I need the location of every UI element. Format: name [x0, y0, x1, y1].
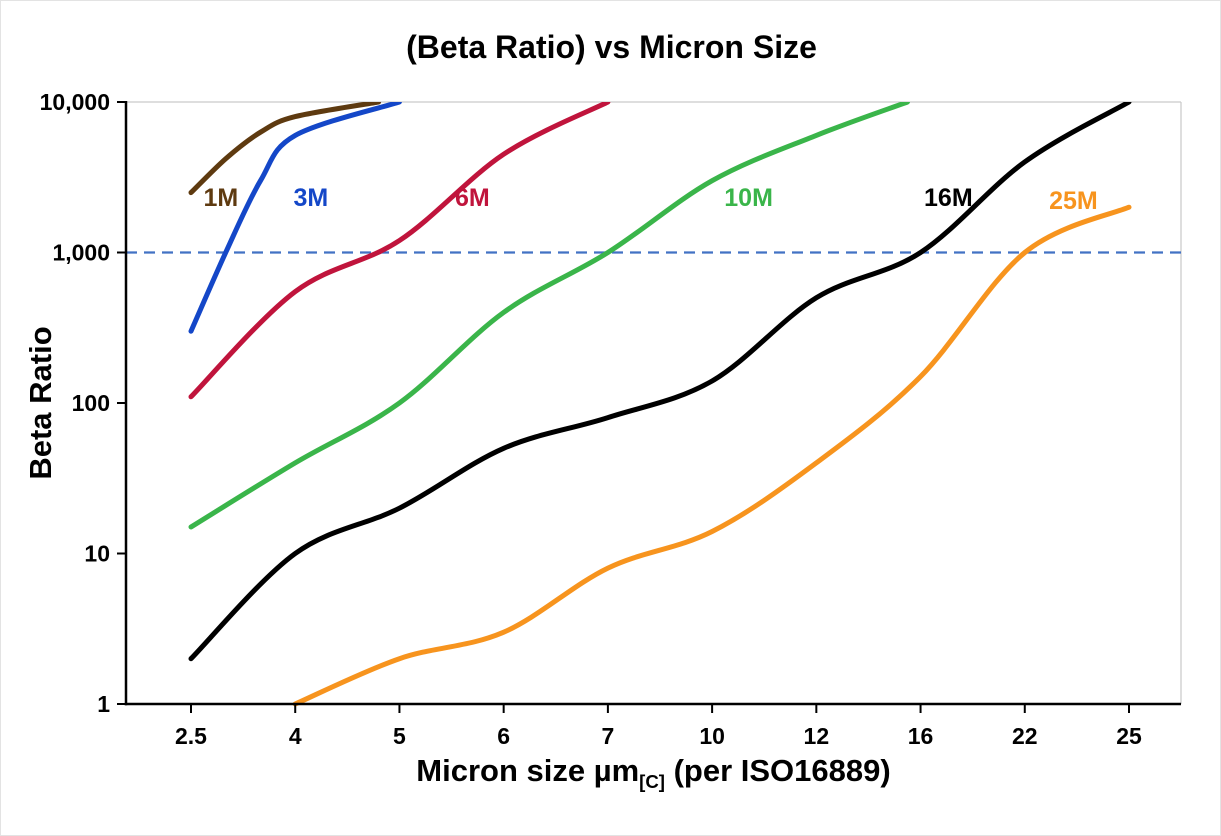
x-tick-label: 5 [393, 723, 406, 749]
y-tick-label: 10,000 [40, 89, 110, 115]
x-tick-label: 16 [908, 723, 934, 749]
x-axis-title-rest: (per ISO16889) [664, 753, 891, 788]
x-tick-label: 6 [497, 723, 510, 749]
x-tick-label: 7 [601, 723, 614, 749]
x-axis-title-subscript: [C] [639, 771, 665, 793]
series-line-16M [188, 102, 1132, 662]
y-tick-label: 1,000 [52, 240, 110, 266]
series-label-6M: 6M [455, 184, 490, 212]
series-line-3M [188, 102, 402, 334]
series-line-25M [292, 204, 1132, 707]
series-line-10M [188, 102, 910, 530]
x-tick-label: 22 [1012, 723, 1038, 749]
y-tick-label: 10 [84, 541, 110, 567]
series-label-16M: 16M [924, 184, 973, 212]
chart-title: (Beta Ratio) vs Micron Size [406, 29, 817, 65]
x-axis-title: Micron size µm[C] (per ISO16889) [126, 753, 1181, 793]
series-label-1M: 1M [204, 184, 239, 212]
x-tick-label: 25 [1116, 723, 1142, 749]
series-label-3M: 3M [293, 184, 328, 212]
x-tick-label: 12 [804, 723, 830, 749]
series-line-1M [188, 102, 382, 196]
x-tick-label: 4 [289, 723, 302, 749]
y-tick-label: 1 [97, 691, 110, 717]
x-tick-label: 2.5 [175, 723, 207, 749]
series-label-10M: 10M [724, 184, 773, 212]
y-tick-label: 100 [72, 390, 110, 416]
series-line-6M [188, 102, 611, 400]
series-label-25M: 25M [1049, 187, 1098, 215]
x-axis-title-main: Micron size µm [416, 753, 640, 788]
x-tick-label: 10 [699, 723, 725, 749]
